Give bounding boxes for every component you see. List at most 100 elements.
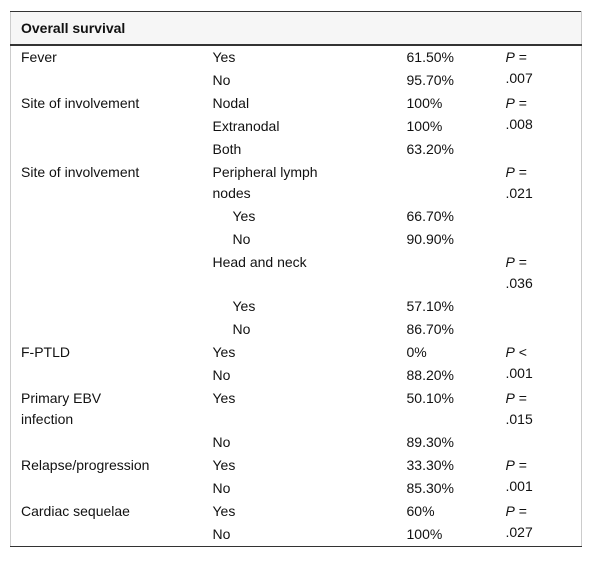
p-symbol: P xyxy=(505,503,515,519)
category: Yes xyxy=(212,49,236,65)
cell xyxy=(496,295,582,318)
table-row: Head and neck P = .036 xyxy=(11,251,582,295)
p-value: = .015 xyxy=(505,390,533,427)
variable: Fever xyxy=(21,49,57,65)
p-value: = .008 xyxy=(505,95,533,132)
cell: No xyxy=(203,431,397,454)
cell: 90.90% xyxy=(397,228,496,251)
category: Head and neck xyxy=(212,254,307,270)
category: Yes xyxy=(232,208,256,224)
cell: 95.70% xyxy=(397,69,496,92)
table-row: Extranodal 100% xyxy=(11,115,582,138)
p-symbol: P xyxy=(505,164,515,180)
table-row: Fever Yes 61.50% P = .007 xyxy=(11,45,582,86)
cell xyxy=(11,69,203,92)
cell: Site of involvement xyxy=(11,161,203,205)
table-row: Relapse/progression Yes 33.30% P = .001 xyxy=(11,454,582,494)
cell: 57.10% xyxy=(397,295,496,318)
cell: Yes xyxy=(203,45,397,69)
cell: Yes xyxy=(203,295,397,318)
survival-rate: 0% xyxy=(406,344,427,360)
cell: Nodal xyxy=(203,92,397,115)
p-symbol: P xyxy=(505,457,515,473)
cell xyxy=(11,431,203,454)
category: No xyxy=(212,526,231,542)
cell: Yes xyxy=(203,205,397,228)
survival-rate: 50.10% xyxy=(406,390,454,406)
category: No xyxy=(212,72,231,88)
category: No xyxy=(232,231,251,247)
survival-rate: 61.50% xyxy=(406,49,454,65)
cell: Peripheral lymph nodes xyxy=(203,161,397,205)
p-value-cell: P = .008 xyxy=(496,92,582,161)
p-value: = .021 xyxy=(505,164,533,201)
cell: 85.30% xyxy=(397,477,496,500)
table-body: Fever Yes 61.50% P = .007 No 95.70% Site of in… xyxy=(11,45,582,547)
cell: Both xyxy=(203,138,397,161)
category: No xyxy=(212,480,231,496)
p-value-cell: P = .021 xyxy=(496,161,582,205)
p-symbol: P xyxy=(505,95,515,111)
category: No xyxy=(212,367,231,383)
survival-rate: 57.10% xyxy=(406,298,454,314)
variable: Site of involvement xyxy=(21,95,140,111)
cell xyxy=(11,228,203,251)
p-symbol: P xyxy=(505,254,515,270)
survival-rate: 86.70% xyxy=(406,321,454,337)
p-symbol: P xyxy=(505,49,515,65)
cell: Yes xyxy=(203,454,397,477)
cell: Site of involvement xyxy=(11,92,203,115)
cell: No xyxy=(203,69,397,92)
cell: Yes xyxy=(203,387,397,431)
cell: Primary EBV infection xyxy=(11,387,203,431)
cell: No xyxy=(203,523,397,547)
variable: Cardiac sequelae xyxy=(21,503,130,519)
cell: No xyxy=(203,364,397,387)
survival-rate: 33.30% xyxy=(406,457,454,473)
cell: Yes xyxy=(203,500,397,523)
cell xyxy=(11,318,203,341)
cell: No xyxy=(203,228,397,251)
cell xyxy=(397,251,496,295)
table-row: Cardiac sequelae Yes 60% P = .027 xyxy=(11,500,582,540)
p-value-cell: P = .027 xyxy=(496,500,582,547)
p-value: = .027 xyxy=(505,503,533,540)
p-value-cell: P = .015 xyxy=(496,387,582,454)
survival-rate: 100% xyxy=(406,526,443,542)
category: Yes xyxy=(232,298,256,314)
table-row: No 88.20% xyxy=(11,364,582,387)
cell: 88.20% xyxy=(397,364,496,387)
cell: Extranodal xyxy=(203,115,397,138)
category: Extranodal xyxy=(212,118,280,134)
cell xyxy=(496,205,582,228)
survival-rate: 66.70% xyxy=(406,208,454,224)
table-row: Yes 57.10% xyxy=(11,295,582,318)
p-value: = .001 xyxy=(505,457,533,494)
variable: Relapse/progression xyxy=(21,457,150,473)
cell: 100% xyxy=(397,92,496,115)
table-row: No 95.70% xyxy=(11,69,582,92)
p-value: = .007 xyxy=(505,49,533,86)
cell xyxy=(496,228,582,251)
p-value-cell: P = .001 xyxy=(496,454,582,500)
cell: 60% xyxy=(397,500,496,523)
table-row: Both 63.20% xyxy=(11,138,582,161)
table-row: F-PTLD Yes 0% P < .001 xyxy=(11,341,582,381)
survival-table: Overall survival Fever Yes 61.50% P = .007 N… xyxy=(10,11,583,547)
variable: Site of involvement xyxy=(21,164,140,180)
survival-rate: 89.30% xyxy=(406,434,454,450)
cell: 86.70% xyxy=(397,318,496,341)
survival-rate: 90.90% xyxy=(406,231,454,247)
cell: 100% xyxy=(397,115,496,138)
variable: Primary EBV infection xyxy=(21,390,102,427)
variable: F-PTLD xyxy=(21,344,70,360)
survival-rate: 60% xyxy=(406,503,435,519)
cell: No xyxy=(203,477,397,500)
table-row: No 89.30% xyxy=(11,431,582,454)
table-row: No 85.30% xyxy=(11,477,582,500)
cell: 63.20% xyxy=(397,138,496,161)
survival-rate: 88.20% xyxy=(406,367,454,383)
table-row: Site of involvement Peripheral lymph node… xyxy=(11,161,582,205)
category: Yes xyxy=(212,390,236,406)
